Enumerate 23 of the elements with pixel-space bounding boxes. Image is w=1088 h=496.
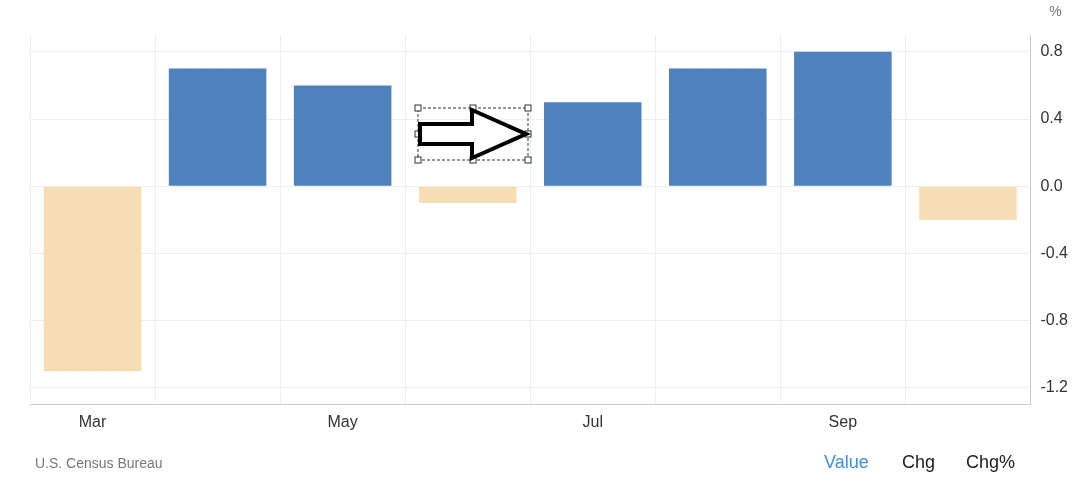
bar	[669, 68, 767, 186]
x-tick-label: Sep	[828, 412, 858, 430]
text: Chg%	[966, 452, 1016, 473]
x-tick-label: Mar	[78, 412, 107, 430]
bar	[418, 186, 517, 204]
bar	[43, 186, 142, 372]
bar	[794, 51, 892, 186]
y-tick-label: -0.4	[1040, 243, 1069, 261]
y-tick-label: 0.4	[1040, 109, 1063, 127]
y-tick-label: -0.8	[1040, 311, 1069, 329]
bar	[293, 85, 392, 186]
bar	[543, 102, 642, 186]
bar	[168, 68, 267, 186]
text: U.S. Census Bureau	[35, 455, 163, 471]
y-tick-label: 0.8	[1040, 42, 1063, 60]
bar	[919, 186, 1017, 220]
text: Value	[824, 452, 869, 473]
text: Chg	[902, 452, 936, 473]
y-tick-label: -1.2	[1040, 378, 1069, 396]
y-axis-title: %	[1049, 2, 1062, 19]
x-tick-label: May	[327, 412, 358, 430]
y-tick-label: 0.0	[1040, 176, 1063, 194]
x-tick-label: Jul	[582, 412, 603, 430]
